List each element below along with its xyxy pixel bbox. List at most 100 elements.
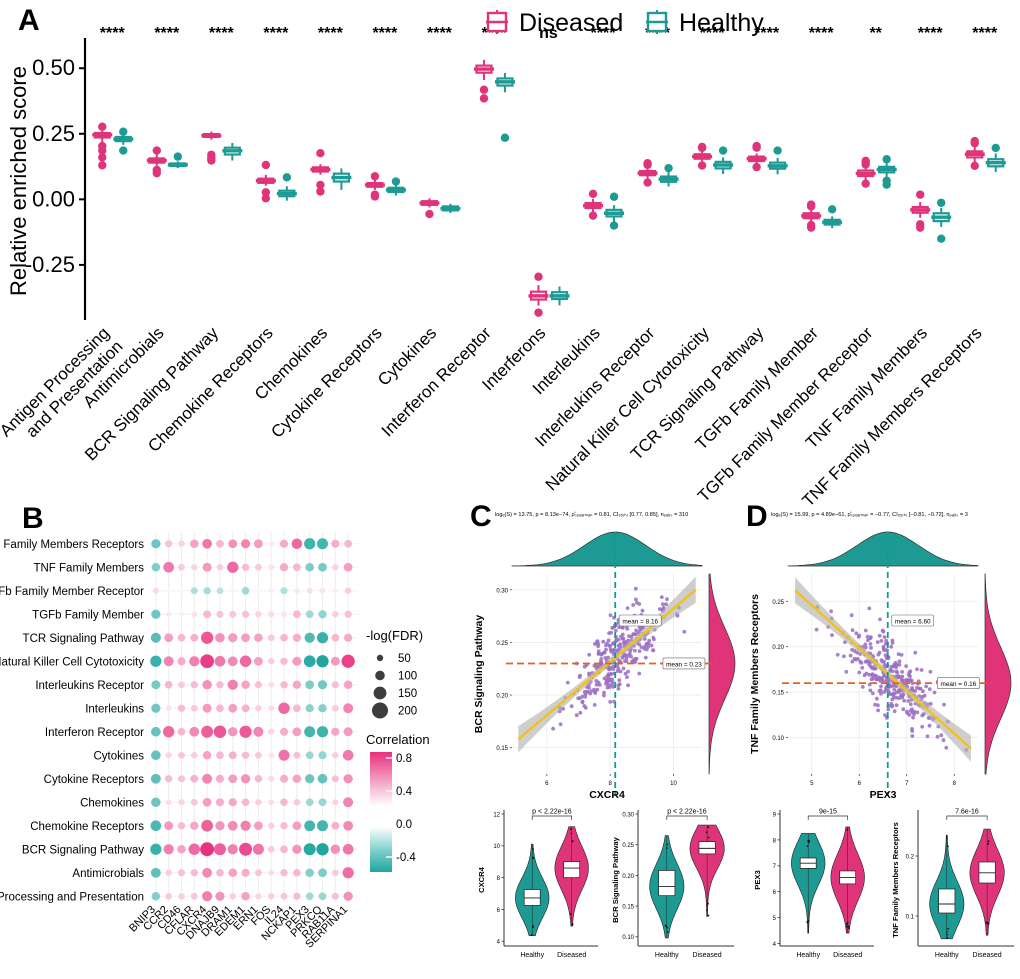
dot-marker	[190, 587, 198, 595]
violin-outlier	[532, 857, 534, 860]
scatter-point	[921, 712, 926, 716]
dot-marker	[164, 680, 173, 689]
violin-outlier	[987, 840, 990, 843]
dot-marker	[177, 727, 186, 736]
scatter-point	[865, 634, 870, 639]
dot-marker	[189, 656, 200, 667]
color-legend-title: Correlation	[366, 732, 430, 747]
scatter-point	[854, 631, 859, 636]
top-density-curve	[787, 531, 979, 567]
outlier-point	[479, 85, 489, 94]
dot-marker	[163, 656, 174, 667]
scatter-point	[596, 651, 601, 656]
dot-marker	[344, 633, 353, 642]
dot-marker	[228, 774, 238, 784]
dot-marker	[215, 774, 224, 783]
dot-marker	[165, 869, 172, 876]
violin-y-tick-label: 4	[497, 940, 501, 946]
dot-marker	[190, 704, 198, 712]
dot-marker	[305, 751, 314, 760]
dot-marker	[239, 655, 252, 667]
boxplot	[767, 146, 788, 175]
scatter-point	[850, 628, 855, 632]
dot-marker	[202, 538, 212, 549]
scatter-point	[602, 690, 606, 695]
outlier-point	[916, 223, 925, 232]
outlier-point	[261, 188, 271, 197]
scatter-point	[876, 703, 880, 708]
dot-marker	[190, 633, 199, 642]
dot-marker	[332, 588, 338, 594]
panel-a-letter: A	[18, 4, 40, 37]
row-label: Interleukins	[85, 703, 144, 715]
scatter-point	[868, 688, 873, 693]
dot-marker	[318, 751, 327, 760]
dot-marker	[268, 588, 274, 594]
scatter-point	[884, 638, 889, 643]
dot-marker	[292, 844, 302, 854]
violin-outlier	[666, 931, 669, 933]
scatter-point	[582, 690, 587, 694]
dot-marker	[343, 680, 353, 690]
scatter-point	[610, 680, 615, 684]
scatter-point	[868, 664, 873, 668]
dot-marker	[343, 820, 354, 831]
regression-line	[794, 589, 972, 750]
significance-label: ****	[700, 25, 726, 42]
violin-y-tick-label: 8	[773, 838, 777, 844]
scatter-point	[864, 671, 869, 676]
scatter-point	[902, 698, 907, 703]
dot-marker	[317, 680, 328, 690]
scatter-point	[879, 677, 884, 681]
boxplot	[473, 59, 494, 103]
boxplot	[310, 149, 331, 196]
outlier-point	[643, 178, 652, 187]
row-label: TGFb Family Member Receptor	[0, 586, 144, 598]
x-tick-label: 7	[905, 781, 909, 787]
dot-marker	[253, 726, 264, 737]
dot-marker	[280, 798, 288, 807]
violin-y-tick-label: 7	[773, 864, 777, 870]
outlier-point	[937, 198, 946, 207]
scatter-point	[617, 625, 621, 630]
scatter-point	[616, 643, 621, 648]
dot-marker	[342, 867, 354, 879]
dot-marker	[268, 728, 275, 735]
scatter-point	[609, 630, 613, 635]
dot-marker	[189, 726, 200, 737]
dot-marker	[150, 820, 162, 832]
dot-marker	[202, 750, 212, 760]
outlier-point	[370, 192, 380, 201]
scatter-point	[892, 692, 897, 696]
dot-marker	[178, 751, 185, 759]
violin-outlier	[532, 848, 534, 850]
violin-outlier	[570, 828, 572, 831]
scatter-point	[558, 722, 563, 727]
dot-marker	[278, 702, 290, 714]
dot-marker	[241, 868, 250, 877]
dot-marker	[216, 751, 224, 760]
dot-marker	[178, 681, 185, 689]
scatter-point	[852, 649, 857, 653]
scatter-point	[876, 708, 880, 713]
y-tick-label: 0.20	[496, 694, 508, 700]
pvalue-bracket	[807, 815, 849, 820]
outlier-point	[882, 155, 891, 164]
scatter-point	[897, 690, 902, 694]
scatter-point	[883, 653, 888, 658]
dot-marker	[165, 799, 172, 806]
dot-marker	[241, 798, 250, 807]
scatter-point	[608, 613, 613, 618]
scatter-point	[910, 681, 915, 686]
outlier-point	[500, 133, 510, 142]
scatter-point	[657, 607, 662, 611]
scatter-point	[611, 641, 615, 646]
dot-marker	[216, 587, 224, 595]
dot-marker	[341, 654, 355, 668]
scatter-point	[664, 602, 668, 607]
significance-label: ****	[100, 25, 126, 42]
outlier-point	[261, 194, 271, 203]
violin-y-axis-label: PEX3	[753, 870, 762, 889]
violin-outlier	[848, 927, 850, 930]
scatter-point	[631, 603, 636, 607]
